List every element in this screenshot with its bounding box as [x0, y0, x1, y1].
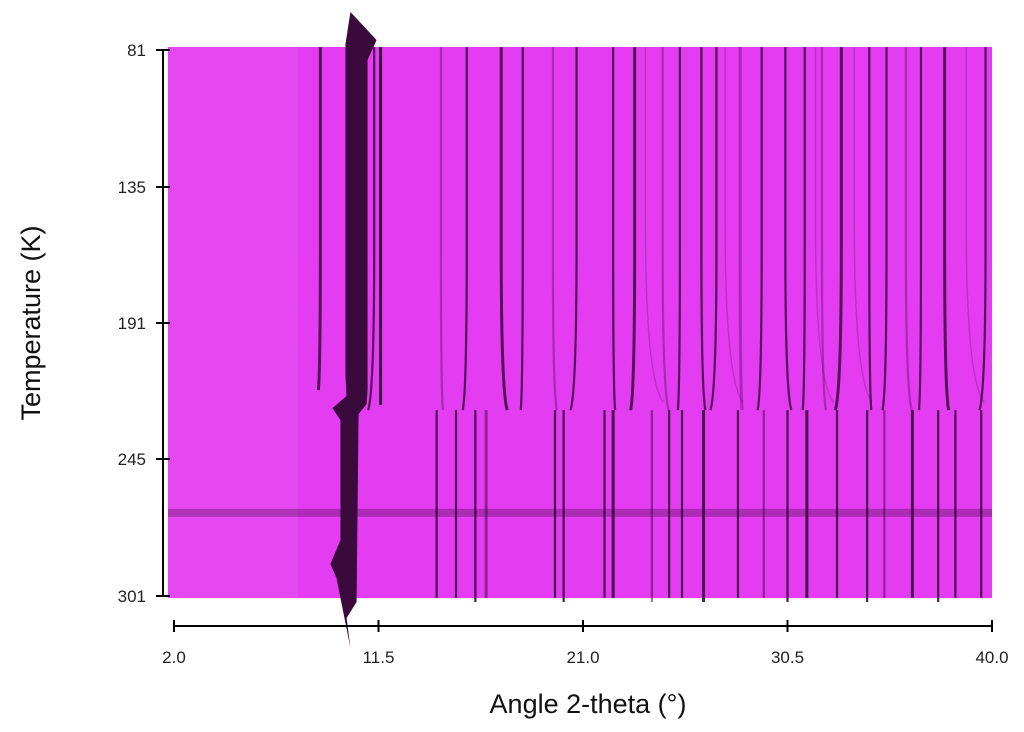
low-temp-peak-line — [676, 47, 681, 411]
faint-peak-curve — [853, 47, 873, 403]
low-temp-peak-line — [661, 47, 670, 411]
low-temp-peak-line — [868, 47, 873, 411]
low-temp-peak-line — [612, 47, 617, 411]
y-tick-label: 245 — [118, 450, 146, 469]
low-temp-peak-line — [569, 47, 578, 411]
x-tick-label: 30.5 — [771, 648, 804, 667]
low-temp-peak-line — [801, 47, 806, 411]
y-tick-label: 191 — [118, 314, 146, 333]
x-tick-label: 21.0 — [566, 648, 599, 667]
low-temp-peak-line — [978, 47, 987, 411]
low-temp-peak-line — [316, 47, 322, 391]
low-temp-peak-line — [461, 47, 468, 411]
low-temp-peak-line — [756, 47, 763, 411]
low-temp-peak-line — [917, 47, 923, 411]
heatmap-background — [168, 47, 992, 598]
low-temp-peak-line — [738, 47, 744, 411]
low-temp-peak-line — [439, 47, 445, 411]
heatmap-plot-area — [168, 12, 992, 648]
low-temp-peak-line — [784, 47, 793, 411]
low-temp-peak-line — [833, 47, 843, 411]
main-peak-band — [330, 12, 377, 648]
x-tick-label: 40.0 — [975, 648, 1008, 667]
low-temp-peak-line — [499, 47, 509, 411]
y-tick-label: 81 — [127, 41, 146, 60]
horizontal-band — [168, 508, 992, 517]
y-axis-title: Temperature (K) — [16, 225, 46, 420]
faint-peak-curve — [644, 47, 665, 403]
low-temp-peak-line — [367, 47, 376, 411]
x-tick-label: 11.5 — [363, 648, 395, 667]
y-tick-label: 135 — [118, 178, 146, 197]
x-tick-label: 2.0 — [162, 648, 186, 667]
faint-peak-curve — [724, 47, 744, 403]
y-tick-label: 301 — [118, 587, 146, 606]
low-temp-peak-line — [551, 47, 558, 411]
x-axis-title: Angle 2-theta (°) — [490, 689, 687, 719]
low-temp-peak-line — [709, 47, 718, 411]
low-temp-peak-line — [519, 47, 524, 411]
y-axis-ticks: 81 135 191 245 301 — [118, 41, 170, 606]
low-temp-peak-line — [629, 47, 637, 411]
faint-peak-curve — [814, 47, 835, 403]
low-temp-peak-line — [943, 47, 951, 411]
axes: 2.0 11.5 21.0 30.5 40.0 81 135 191 245 301 Angle… — [16, 41, 1009, 719]
low-temp-peak-line — [881, 47, 888, 411]
low-temp-peak-line — [904, 47, 913, 411]
low-temp-peak-line — [820, 47, 828, 411]
low-temp-peak-line — [700, 47, 707, 411]
faint-peak-curve — [965, 47, 985, 403]
x-axis-ticks: 2.0 11.5 21.0 30.5 40.0 — [162, 620, 1009, 667]
heatmap-left-wash — [168, 47, 298, 598]
